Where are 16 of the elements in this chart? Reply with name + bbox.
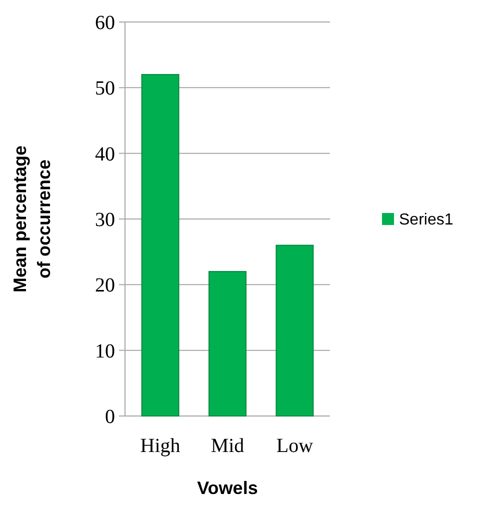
- legend-label: Series1: [399, 212, 454, 229]
- bar: [141, 74, 180, 416]
- x-tick-label: Low: [276, 435, 314, 457]
- y-tick-label: 40: [95, 143, 115, 166]
- x-tick-label: Mid: [210, 435, 244, 457]
- y-tick-label: 30: [95, 209, 115, 231]
- y-axis-title: Mean percentage of occurrence: [10, 145, 54, 293]
- bar: [208, 271, 246, 416]
- x-tick-label: High: [140, 435, 180, 457]
- y-tick-label: 50: [95, 78, 115, 100]
- y-tick-label: 20: [95, 274, 115, 297]
- y-tick-label: 0: [105, 406, 115, 428]
- bar: [276, 244, 314, 416]
- x-axis-title: Vowels: [197, 478, 258, 498]
- y-tick-label: 60: [95, 12, 115, 34]
- y-tick-label: 10: [95, 340, 115, 362]
